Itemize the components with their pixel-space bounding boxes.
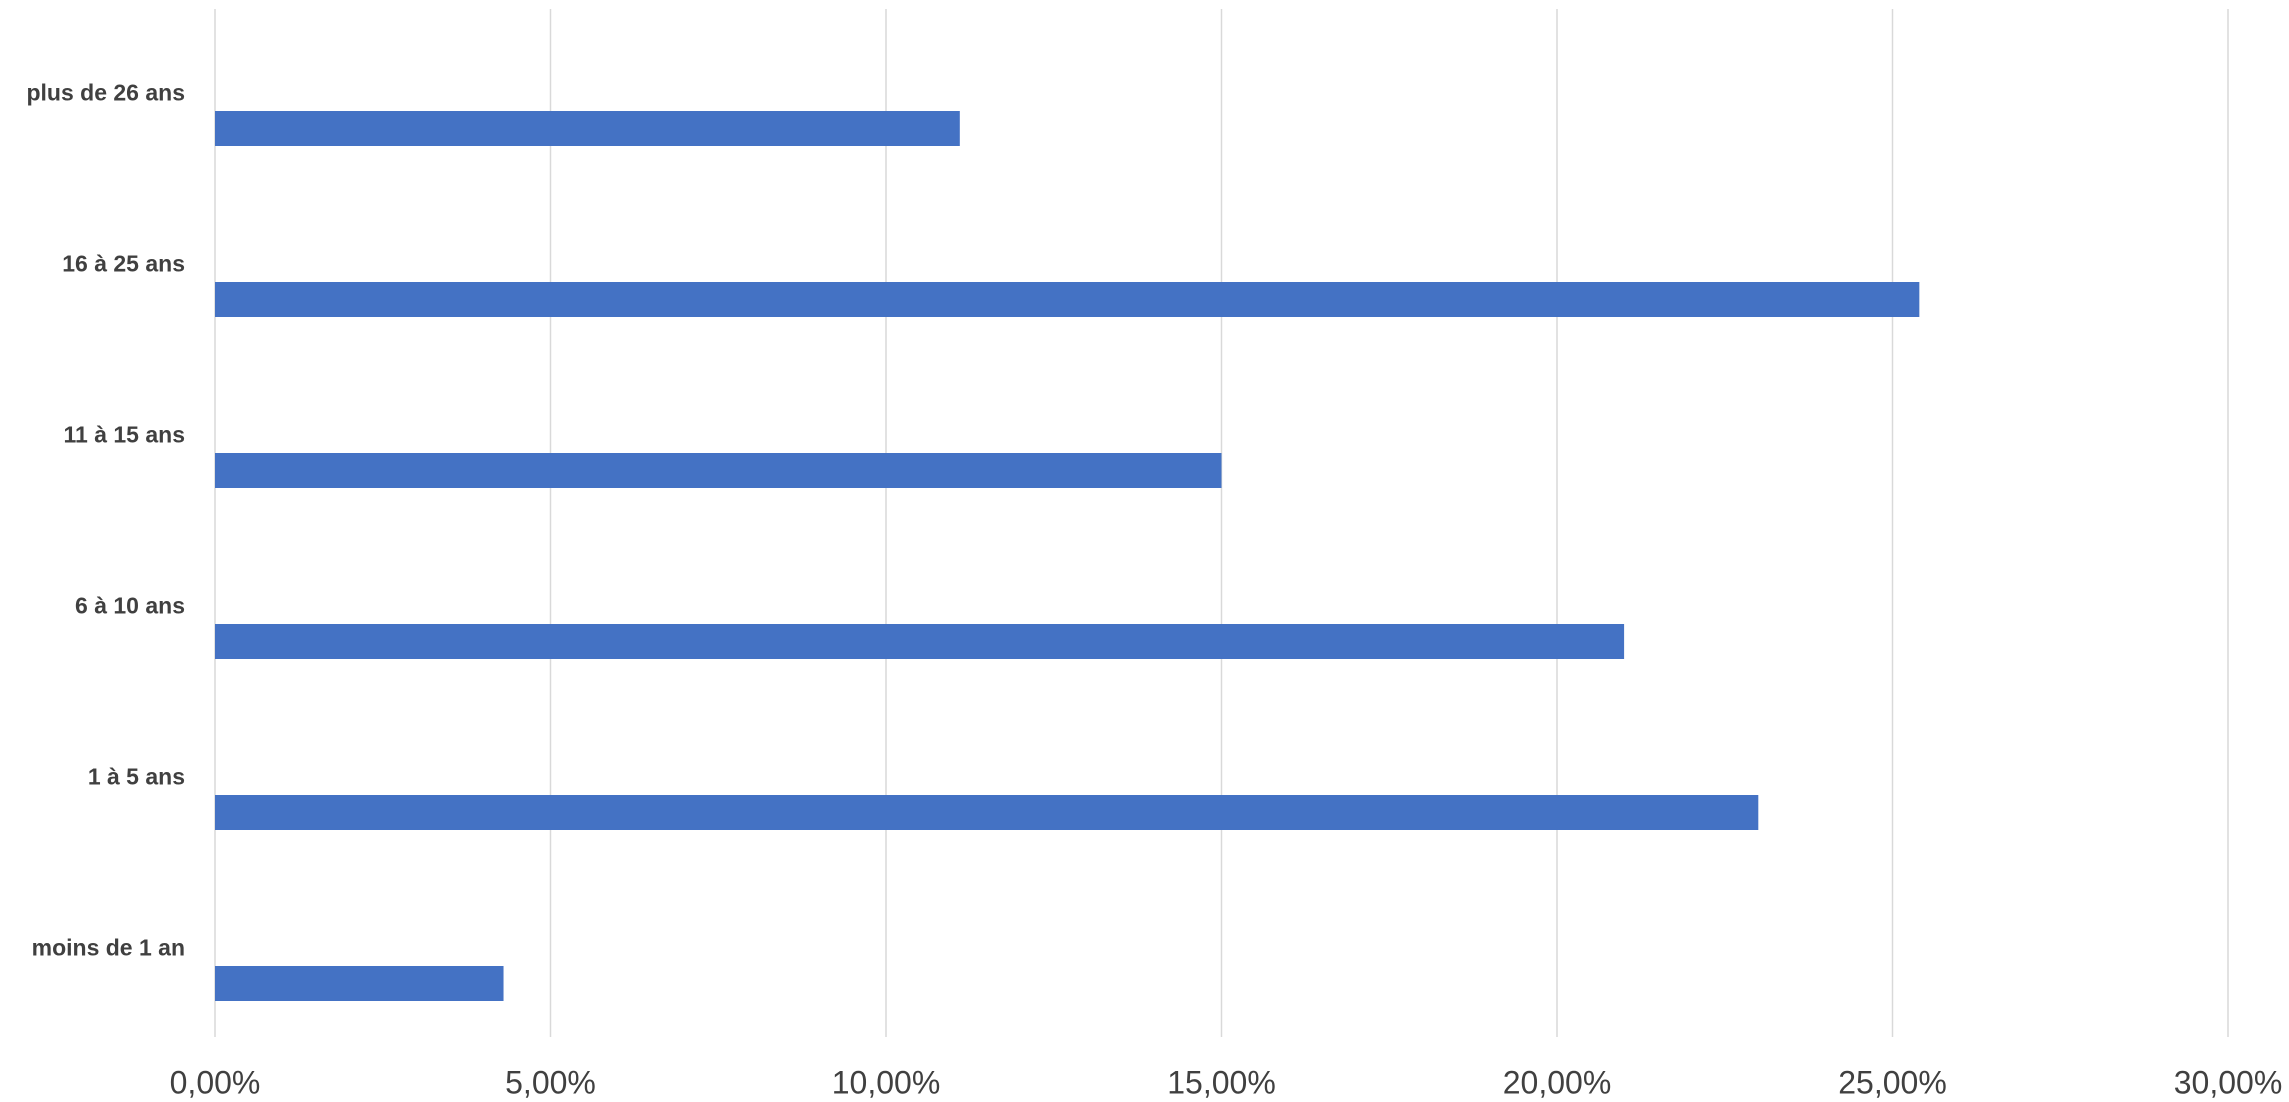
x-tick-label: 20,00% xyxy=(1503,1064,1612,1100)
y-tick-label: 1 à 5 ans xyxy=(88,764,185,790)
x-tick-label: 10,00% xyxy=(832,1064,941,1100)
x-tick-label: 30,00% xyxy=(2174,1064,2283,1100)
x-tick-label: 25,00% xyxy=(1838,1064,1947,1100)
y-tick-label: moins de 1 an xyxy=(32,935,185,961)
bar xyxy=(215,966,504,1001)
bar xyxy=(215,624,1625,659)
y-tick-label: 6 à 10 ans xyxy=(75,593,185,619)
bar xyxy=(215,795,1759,830)
bar xyxy=(215,453,1222,488)
y-tick-label: plus de 26 ans xyxy=(26,80,185,106)
bar xyxy=(215,282,1920,317)
bar xyxy=(215,111,960,146)
x-tick-label: 0,00% xyxy=(170,1064,261,1100)
y-tick-label: 16 à 25 ans xyxy=(62,251,185,277)
x-tick-label: 15,00% xyxy=(1167,1064,1276,1100)
y-tick-label: 11 à 15 ans xyxy=(64,422,186,448)
x-tick-label: 5,00% xyxy=(505,1064,596,1100)
